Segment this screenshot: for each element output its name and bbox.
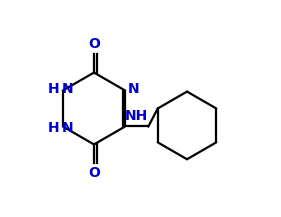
Text: O: O xyxy=(88,166,100,180)
Text: NH: NH xyxy=(125,109,148,123)
Text: N: N xyxy=(62,82,73,97)
Text: H: H xyxy=(48,82,60,97)
Text: H: H xyxy=(48,120,60,135)
Text: N: N xyxy=(128,82,139,97)
Text: N: N xyxy=(62,120,73,135)
Text: O: O xyxy=(88,37,100,51)
